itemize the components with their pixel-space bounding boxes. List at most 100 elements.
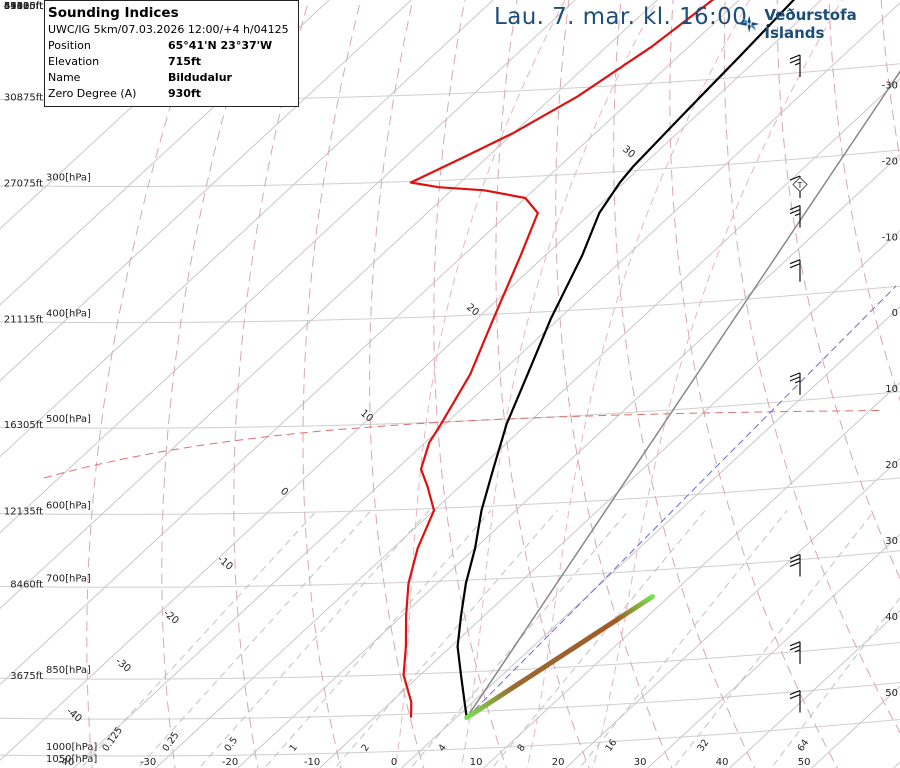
isotherm-label: 30: [634, 757, 647, 768]
mixing-ratio-line: [672, 510, 875, 768]
zero-isotherm-line: [43, 409, 885, 479]
wind-barb: [789, 54, 801, 77]
height-label: 12135ft: [4, 506, 43, 517]
wind-barb-full: [789, 694, 801, 700]
isotherm-line: [646, 533, 900, 768]
wind-barb: [789, 372, 801, 395]
wind-barb-full: [789, 209, 801, 215]
isotherm-label: -20: [222, 757, 238, 768]
mixing-ratio-label: 32: [695, 738, 711, 754]
wind-barb: [789, 690, 801, 713]
isobar-line: [0, 477, 900, 515]
isotherm-label: -30: [140, 757, 156, 768]
info-label: Name: [48, 70, 81, 84]
mixing-ratio-label: 0.5: [222, 735, 240, 754]
adiabat-label: 10: [358, 408, 375, 425]
mixing-ratio-label: 8: [515, 742, 527, 753]
height-label: 3675ft: [10, 671, 43, 682]
moist-adiabat-line: [460, 0, 658, 768]
wind-barb: [789, 205, 801, 228]
isotherm-label: -30: [882, 80, 898, 91]
wind-barb-half: [794, 213, 801, 217]
isotherm-label: 20: [552, 757, 565, 768]
adiabat-label: 30: [620, 144, 637, 161]
isobar-line: [0, 682, 900, 720]
isotherm-label: 50: [885, 688, 898, 699]
height-label: 27075ft: [4, 179, 43, 190]
pressure-level-label: 1050[hPa]: [46, 754, 97, 765]
isotherm-label: 0: [391, 757, 397, 768]
isotherm-label: 30: [885, 536, 898, 547]
mixing-ratio-label: 2: [359, 742, 371, 753]
isotherm-label: -10: [304, 757, 320, 768]
wind-barb-full: [789, 263, 801, 269]
wind-barb-full: [789, 372, 801, 378]
info-label: Position: [48, 38, 91, 52]
dry-adiabat-line: [433, 0, 507, 768]
valid-time-headline: Lau. 7. mar. kl. 16:00: [494, 4, 748, 30]
parcel-profile-line: [466, 70, 900, 719]
isotherm-line: [318, 230, 900, 768]
isotherm-label: 10: [885, 384, 898, 395]
mixing-ratio-label: 0.25: [160, 730, 181, 754]
tropopause-marker: [792, 176, 808, 193]
isotherm-label: -40: [58, 757, 74, 768]
dry-adiabat-line: [302, 0, 362, 768]
mixing-ratio-line: [137, 510, 372, 768]
mixing-ratio-line: [410, 510, 629, 768]
wind-barb-full: [789, 690, 801, 696]
info-label: Zero Degree (A): [48, 86, 137, 100]
wind-barb: [789, 641, 801, 664]
moist-adiabat-line: [592, 0, 843, 768]
info-row-elevation: Elevation 715ft: [48, 53, 294, 69]
wind-barb-full: [789, 557, 801, 564]
info-row-zero-degree: Zero Degree (A) 930ft: [48, 85, 294, 101]
isotherm-line: [728, 609, 900, 768]
isobar-line: [0, 642, 900, 680]
sounding-series: [402, 0, 900, 721]
height-label: 16305ft: [4, 420, 43, 431]
adiabat-label: 0: [278, 486, 290, 499]
wind-barb: [789, 259, 801, 282]
dewpoint-profile-line: [402, 0, 715, 718]
isobar-line: [0, 550, 900, 588]
mixing-ratio-label: 64: [795, 738, 811, 754]
mixing-ratio-line: [579, 510, 788, 768]
boundary-layer-segment: [464, 594, 655, 721]
isotherm-line: [154, 78, 900, 768]
reference-line: [466, 285, 897, 719]
sounding-info-box: Sounding Indices UWC/IG 5km/07.03.2026 1…: [44, 0, 299, 107]
mixing-ratio-label: 16: [603, 738, 619, 754]
height-label: 57185ft: [4, 1, 43, 12]
adiabat-label: -40: [64, 706, 84, 725]
height-label: 49815ft: [4, 1, 43, 12]
dry-adiabat-line: [669, 0, 839, 768]
wind-barb-half: [794, 649, 801, 653]
isobar-line: [0, 719, 900, 757]
isotherm-label: 20: [885, 460, 898, 471]
mixing-ratio-label: 4: [436, 742, 448, 753]
brand-name: Veðurstofa Íslands: [764, 6, 857, 42]
isotherm-line: [72, 2, 900, 768]
isobar-line: [0, 285, 900, 324]
pressure-level-label: 300[hPa]: [46, 173, 91, 184]
isotherm-label: 40: [716, 757, 729, 768]
pressure-level-label: 850[hPa]: [46, 665, 91, 676]
wind-barb: [789, 553, 801, 577]
info-value: 65°41'N 23°37'W: [168, 38, 273, 52]
dry-adiabat-line: [555, 0, 673, 768]
isotherm-label: 40: [885, 612, 898, 623]
dry-adiabat-line: [776, 0, 900, 580]
height-label: 35505ft: [4, 1, 43, 12]
dry-adiabat-line: [495, 0, 590, 768]
wind-barb-half: [794, 62, 801, 66]
adiabat-label: -20: [161, 608, 181, 627]
height-label: 21115ft: [4, 315, 43, 326]
isotherm-label: 10: [470, 757, 483, 768]
